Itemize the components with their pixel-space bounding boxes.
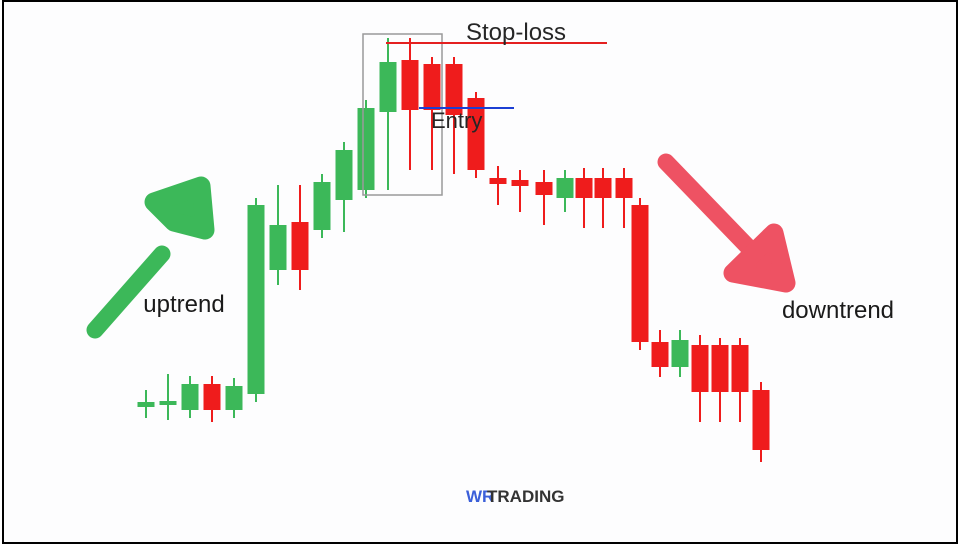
svg-text:uptrend: uptrend: [143, 291, 224, 318]
svg-text:downtrend: downtrend: [782, 297, 894, 324]
svg-text:TRADING: TRADING: [487, 487, 564, 506]
svg-text:Entry: Entry: [431, 108, 482, 133]
svg-text:Stop-loss: Stop-loss: [466, 19, 566, 46]
